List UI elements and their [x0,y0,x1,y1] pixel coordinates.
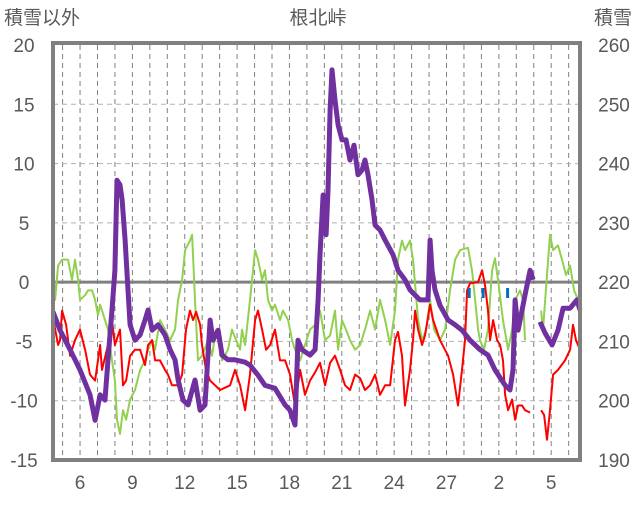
y-left-tick-label: 20 [13,36,34,57]
y-right-tick-label: 230 [598,214,630,235]
y-axis-left: 20 15 10 5 0 -5 -10 -15 [10,36,37,472]
y-left-tick-label: 10 [13,155,34,176]
x-tick-label: 21 [331,473,352,494]
y-axis-right: 260 250 240 230 220 210 200 190 [598,36,630,472]
y-axis-left-label: 積雪以外 [4,7,80,29]
series-group [50,67,583,441]
y-left-tick-label: 5 [19,214,30,235]
y-right-tick-label: 190 [598,451,630,472]
x-tick-label: 6 [75,473,86,494]
y-right-tick-label: 240 [598,155,630,176]
y-left-tick-label: -5 [16,332,33,353]
y-right-tick-label: 210 [598,332,630,353]
y-left-tick-label: 0 [19,273,30,294]
chart-title: 根北峠 [289,7,346,29]
y-right-tick-label: 260 [598,36,630,57]
x-tick-label: 9 [127,473,138,494]
plot-frame [51,41,582,462]
x-tick-label: 5 [546,473,557,494]
x-tick-label: 15 [227,473,248,494]
y-left-tick-label: 15 [13,95,34,116]
y-right-tick-label: 220 [598,273,630,294]
y-right-tick-label: 200 [598,392,630,413]
snow-depth-series-line [50,67,583,428]
y-right-tick-label: 250 [598,95,630,116]
y-left-tick-label: -15 [10,451,37,472]
x-tick-label: 27 [436,473,457,494]
y-axis-right-label: 積雪 [594,7,632,29]
y-left-tick-label: -10 [10,392,37,413]
green-series-line [52,233,581,435]
x-tick-label: 18 [279,473,300,494]
x-axis: 6 9 12 15 18 21 24 27 2 5 [75,473,557,494]
x-tick-label: 12 [174,473,195,494]
x-tick-label: 24 [384,473,406,494]
x-tick-label: 2 [494,473,505,494]
